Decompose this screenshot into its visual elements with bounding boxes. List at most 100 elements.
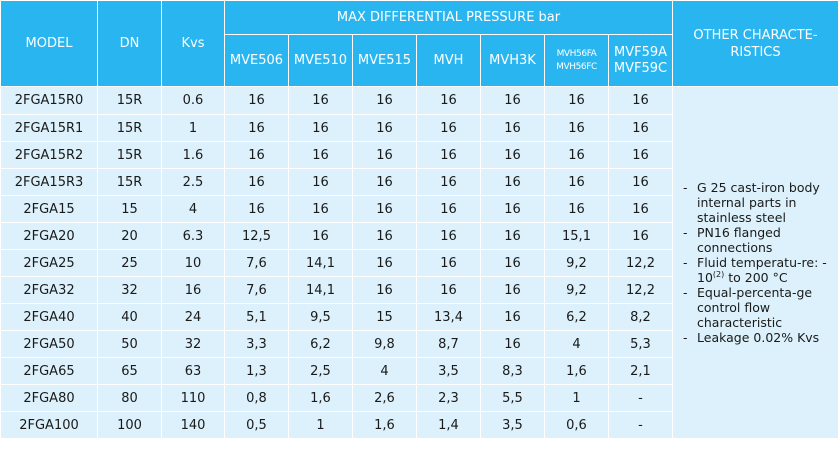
pressure-cell: 0,5	[224, 411, 289, 439]
model-cell: 2FGA15R0	[0, 86, 98, 115]
characteristics-list: G 25 cast-iron body internal parts in st…	[683, 180, 830, 345]
dn-cell: 15	[97, 195, 162, 223]
model-cell: 2FGA25	[0, 249, 98, 277]
pressure-cell: 6,2	[544, 303, 609, 331]
model-cell: 2FGA15R2	[0, 141, 98, 169]
pressure-cell: 1,6	[544, 357, 609, 385]
table-row: 2FGA100 100 140 0,5 1 1,6 1,4 3,5 0,6-	[0, 411, 838, 439]
pressure-cell: 12,2	[607, 249, 674, 277]
header-col-mvh3k: MVH3K	[480, 34, 545, 87]
dn-cell: 50	[97, 330, 162, 358]
pressure-cell: 4	[544, 330, 609, 358]
pressure-cell: 3,5	[416, 357, 481, 385]
pressure-cell: 16	[544, 195, 609, 223]
pressure-cell: 16	[288, 222, 353, 250]
model-cell: 2FGA65	[0, 357, 98, 385]
header-kvs: Kvs	[161, 0, 225, 87]
pressure-cell: 16	[416, 249, 481, 277]
header-other-characteristics: OTHER CHARACTE- RISTICS	[672, 0, 838, 87]
pressure-cell: 2,3	[416, 384, 481, 412]
pressure-cell: 16	[607, 114, 674, 142]
characteristic-item: G 25 cast-iron body internal parts in st…	[683, 180, 830, 225]
kvs-cell: 1	[161, 114, 225, 142]
dn-cell: 80	[97, 384, 162, 412]
pressure-cell: 16	[352, 276, 417, 304]
pressure-cell: 16	[288, 195, 353, 223]
header-col-mvf59-line1: MVF59A	[613, 44, 668, 60]
header-max-differential-pressure: MAX DIFFERENTIAL PRESSURE bar	[223, 0, 674, 35]
pressure-cell: 8,2	[607, 303, 674, 331]
pressure-cell: 9,2	[544, 249, 609, 277]
header-col-mvf59: MVF59A MVF59C	[607, 34, 674, 87]
dn-cell: 40	[97, 303, 162, 331]
kvs-cell: 6.3	[161, 222, 225, 250]
pressure-cell: 15,1	[544, 222, 609, 250]
pressure-cell: 16	[352, 86, 417, 115]
pressure-cell: 1,6	[352, 411, 417, 439]
pressure-cell: 16	[288, 114, 353, 142]
kvs-cell: 24	[161, 303, 225, 331]
pressure-cell: 16	[288, 86, 353, 115]
pressure-cell: 9,8	[352, 330, 417, 358]
header-col-mvh56-line2: MVH56FC	[556, 61, 597, 72]
characteristic-item: Equal-percenta-ge control flow character…	[683, 285, 830, 330]
pressure-cell: 16	[607, 222, 674, 250]
kvs-cell: 2.5	[161, 168, 225, 196]
table-row: 2FGA65 65 63 1,3 2,5 4 3,5 8,3 1,6 2,1	[0, 357, 838, 385]
characteristic-text: Leakage 0.02% Kvs	[697, 330, 820, 345]
table-row: 2FGA20 20 6.3 12,5 16 16 16 16 15,1 16	[0, 222, 838, 250]
characteristic-item: PN16 flanged connections	[683, 225, 830, 255]
pressure-cell: 16	[544, 114, 609, 142]
pressure-cell: 16	[416, 195, 481, 223]
characteristic-text: Fluid temperatu-re: - 10	[697, 255, 827, 285]
kvs-cell: 140	[161, 411, 225, 439]
pressure-cell: 16	[352, 249, 417, 277]
table-row: 2FGA80 80 110 0,8 1,6 2,6 2,3 5,5 1-	[0, 384, 838, 412]
pressure-cell: 16	[416, 222, 481, 250]
pressure-cell: 16	[224, 86, 289, 115]
pressure-cell: 16	[480, 249, 545, 277]
header-col-mve510: MVE510	[288, 34, 353, 87]
header-col-mve515: MVE515	[352, 34, 417, 87]
dn-cell: 15R	[97, 114, 162, 142]
valve-spec-table: MODEL DN Kvs MAX DIFFERENTIAL PRESSURE b…	[0, 0, 838, 439]
model-cell: 2FGA32	[0, 276, 98, 304]
table-row: 2FGA40 40 24 5,1 9,5 15 13,4 16 6,2 8,2	[0, 303, 838, 331]
pressure-cell: 0,8	[224, 384, 289, 412]
model-cell: 2FGA20	[0, 222, 98, 250]
pressure-cell: 16	[416, 86, 481, 115]
pressure-cell: 1	[288, 411, 353, 439]
pressure-cell: 0,6	[544, 411, 609, 439]
pressure-cell: -	[607, 411, 674, 439]
kvs-cell: 1.6	[161, 141, 225, 169]
pressure-cell: 13,4	[416, 303, 481, 331]
pressure-cell: 16	[480, 303, 545, 331]
characteristic-text: G 25 cast-iron body internal parts in st…	[697, 180, 820, 225]
header-col-mvh: MVH	[416, 34, 481, 87]
header-model: MODEL	[0, 0, 98, 87]
dn-cell: 25	[97, 249, 162, 277]
pressure-cell: 16	[224, 114, 289, 142]
characteristic-item: Leakage 0.02% Kvs	[683, 330, 830, 345]
footnote-marker: (2)	[712, 269, 725, 279]
pressure-cell: 3,5	[480, 411, 545, 439]
model-cell: 2FGA50	[0, 330, 98, 358]
pressure-cell: 1,4	[416, 411, 481, 439]
pressure-cell: 16	[352, 114, 417, 142]
pressure-cell: 5,5	[480, 384, 545, 412]
table-row: 2FGA25 25 10 7,6 14,1 16 16 16 9,2 12,2	[0, 249, 838, 277]
pressure-cell: 16	[352, 168, 417, 196]
kvs-cell: 32	[161, 330, 225, 358]
kvs-cell: 16	[161, 276, 225, 304]
header-col-mvh56: MVH56FA MVH56FC	[544, 34, 609, 87]
model-cell: 2FGA80	[0, 384, 98, 412]
pressure-cell: 16	[224, 168, 289, 196]
characteristic-text: PN16 flanged connections	[697, 225, 781, 255]
kvs-cell: 4	[161, 195, 225, 223]
pressure-cell: 4	[352, 357, 417, 385]
other-characteristics-cell: G 25 cast-iron body internal parts in st…	[672, 86, 838, 439]
kvs-cell: 0.6	[161, 86, 225, 115]
header-col-mve506: MVE506	[224, 34, 289, 87]
model-cell: 2FGA100	[0, 411, 98, 439]
